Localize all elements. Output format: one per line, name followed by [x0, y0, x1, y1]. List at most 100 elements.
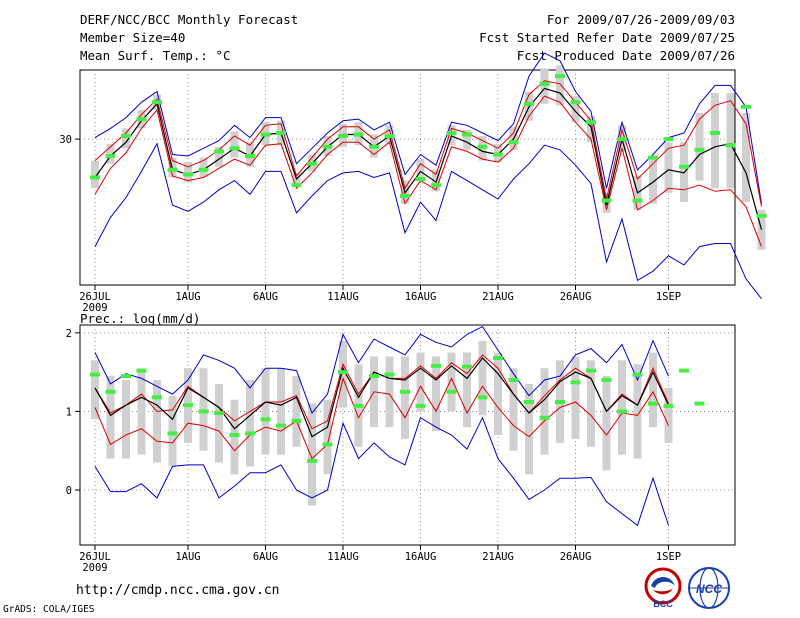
prec-observed-marker: [694, 401, 705, 406]
prec-y-tick-label: 2: [66, 328, 72, 340]
temp-spread-box: [695, 113, 704, 181]
temp-observed-marker: [369, 144, 379, 149]
temp-observed-marker: [214, 149, 224, 154]
temp-spread-box: [757, 209, 766, 250]
prec-observed-marker: [245, 431, 255, 436]
temp-observed-marker: [183, 172, 193, 177]
prec-min-line: [94, 416, 669, 527]
temp-observed-marker: [121, 134, 131, 139]
prec-observed-marker: [586, 368, 596, 373]
temp-observed-marker: [694, 147, 705, 152]
prec-observed-marker: [152, 395, 162, 400]
prec-spread-box: [602, 376, 611, 471]
variable-label: Mean Surf. Temp.: °C: [80, 48, 231, 63]
temp-observed-marker: [725, 143, 736, 148]
temp-observed-marker: [276, 130, 286, 135]
prec-max-line: [94, 325, 669, 414]
temp-observed-marker: [167, 167, 178, 172]
temp-observed-marker: [446, 130, 457, 135]
temp-observed-marker: [229, 146, 240, 151]
temp-observed-marker: [462, 132, 472, 137]
prec-spread-box: [168, 395, 177, 467]
grads-credit: GrADS: COLA/IGES: [3, 604, 95, 615]
prec-spread-box: [385, 356, 394, 428]
prec-spread-box: [618, 360, 626, 455]
temp-observed-marker: [198, 167, 209, 172]
prec-x-tick-label: 26AUG: [560, 551, 592, 563]
prec-observed-marker: [555, 400, 565, 404]
bcc-logo-globe-icon: [644, 567, 682, 605]
temp-observed-marker: [245, 154, 255, 158]
temp-observed-marker: [384, 134, 395, 139]
temp-observed-marker: [539, 81, 550, 86]
ncc-logo: NCC: [688, 567, 730, 609]
prec-observed-marker: [90, 372, 100, 377]
prec-spread-box: [137, 372, 146, 455]
prec-observed-marker: [539, 415, 550, 420]
prec-observed-marker: [322, 442, 333, 447]
prec-observed-marker: [307, 458, 317, 463]
prec-spread-box: [633, 364, 642, 459]
temp-x-tick-label: 26JUL: [79, 291, 111, 303]
temp-year-label: 2009: [82, 302, 107, 314]
prec-observed-marker: [508, 378, 519, 382]
prec-spread-box: [91, 360, 99, 420]
temp-observed-marker: [617, 137, 627, 142]
chart-title: DERF/NCC/BCC Monthly Forecast: [80, 12, 299, 27]
prec-spread-box: [571, 356, 580, 439]
prec-spread-box: [463, 352, 471, 428]
prec-observed-marker: [446, 389, 457, 394]
ncc-logo-text: NCC: [696, 582, 722, 596]
prec-observed-marker: [477, 395, 488, 400]
prec-observed-marker: [291, 418, 302, 423]
prec-observed-marker: [524, 400, 534, 404]
temp-observed-marker: [570, 100, 581, 105]
prec-spread-box: [432, 356, 440, 432]
prec-x-tick-label: 26JUL: [79, 551, 111, 563]
temp-observed-marker: [741, 104, 751, 109]
temp-observed-marker: [90, 175, 100, 180]
temp-observed-marker: [601, 198, 612, 203]
temp-x-tick-label: 1AUG: [175, 291, 200, 303]
temp-plot-frame: [79, 69, 736, 286]
prec-spread-box: [122, 380, 130, 459]
prec-spread-box: [308, 403, 316, 506]
bcc-logo-swirl-icon: [651, 577, 675, 588]
prec-x-tick-label: 11AUG: [327, 551, 359, 563]
prec-year-label: 2009: [82, 562, 107, 574]
prec-plot-frame: [79, 324, 736, 546]
temp-observed-marker: [710, 130, 720, 135]
prec-observed-marker: [198, 409, 209, 414]
temp-x-tick-label: 21AUG: [482, 291, 514, 303]
prec-panel: 26JUL 1AUG 6AUG 11AUG 16AUG 21AUG 26AUG 1SEP 200…: [66, 324, 736, 574]
prec-spread-box: [649, 352, 657, 428]
temp-panel: 26JUL 1AUG 6AUG 11AUG 16AUG 21AUG 26AUG 1SEP 200…: [59, 52, 767, 314]
prec-observed-marker: [617, 409, 627, 414]
temp-spread-box: [664, 142, 673, 193]
prec-observed-marker: [400, 389, 410, 394]
prec-panel-title: Prec.: log(mm/d): [80, 311, 201, 326]
temp-observed-marker: [152, 100, 162, 105]
prec-x-tick-label: 1SEP: [656, 551, 681, 563]
temp-spread-box: [742, 113, 750, 203]
prec-observed-marker: [338, 370, 348, 375]
temp-spread-box: [726, 93, 735, 189]
temp-x-tick-label: 26AUG: [560, 291, 592, 303]
temp-spread-box: [463, 129, 471, 150]
prec-spread-box: [478, 340, 487, 416]
temp-y-tick-label: 30: [59, 134, 72, 146]
source-url[interactable]: http://cmdp.ncc.cma.gov.cn: [76, 583, 280, 598]
prec-x-tick-label: 16AUG: [405, 551, 437, 563]
prec-observed-marker: [648, 401, 658, 406]
temp-p90-line: [94, 80, 762, 207]
temp-spread-box: [540, 68, 549, 104]
temp-observed-marker: [477, 144, 488, 149]
temp-observed-marker: [679, 164, 689, 169]
refer-date: Fcst Started Refer Date 2009/07/25: [479, 30, 735, 45]
prec-observed-marker: [493, 356, 503, 360]
prec-x-tick-label: 1AUG: [175, 551, 200, 563]
prec-spread-box: [153, 380, 161, 463]
prec-spread-box: [540, 368, 549, 455]
temp-observed-marker: [493, 152, 503, 157]
temp-spread-box: [122, 128, 130, 149]
